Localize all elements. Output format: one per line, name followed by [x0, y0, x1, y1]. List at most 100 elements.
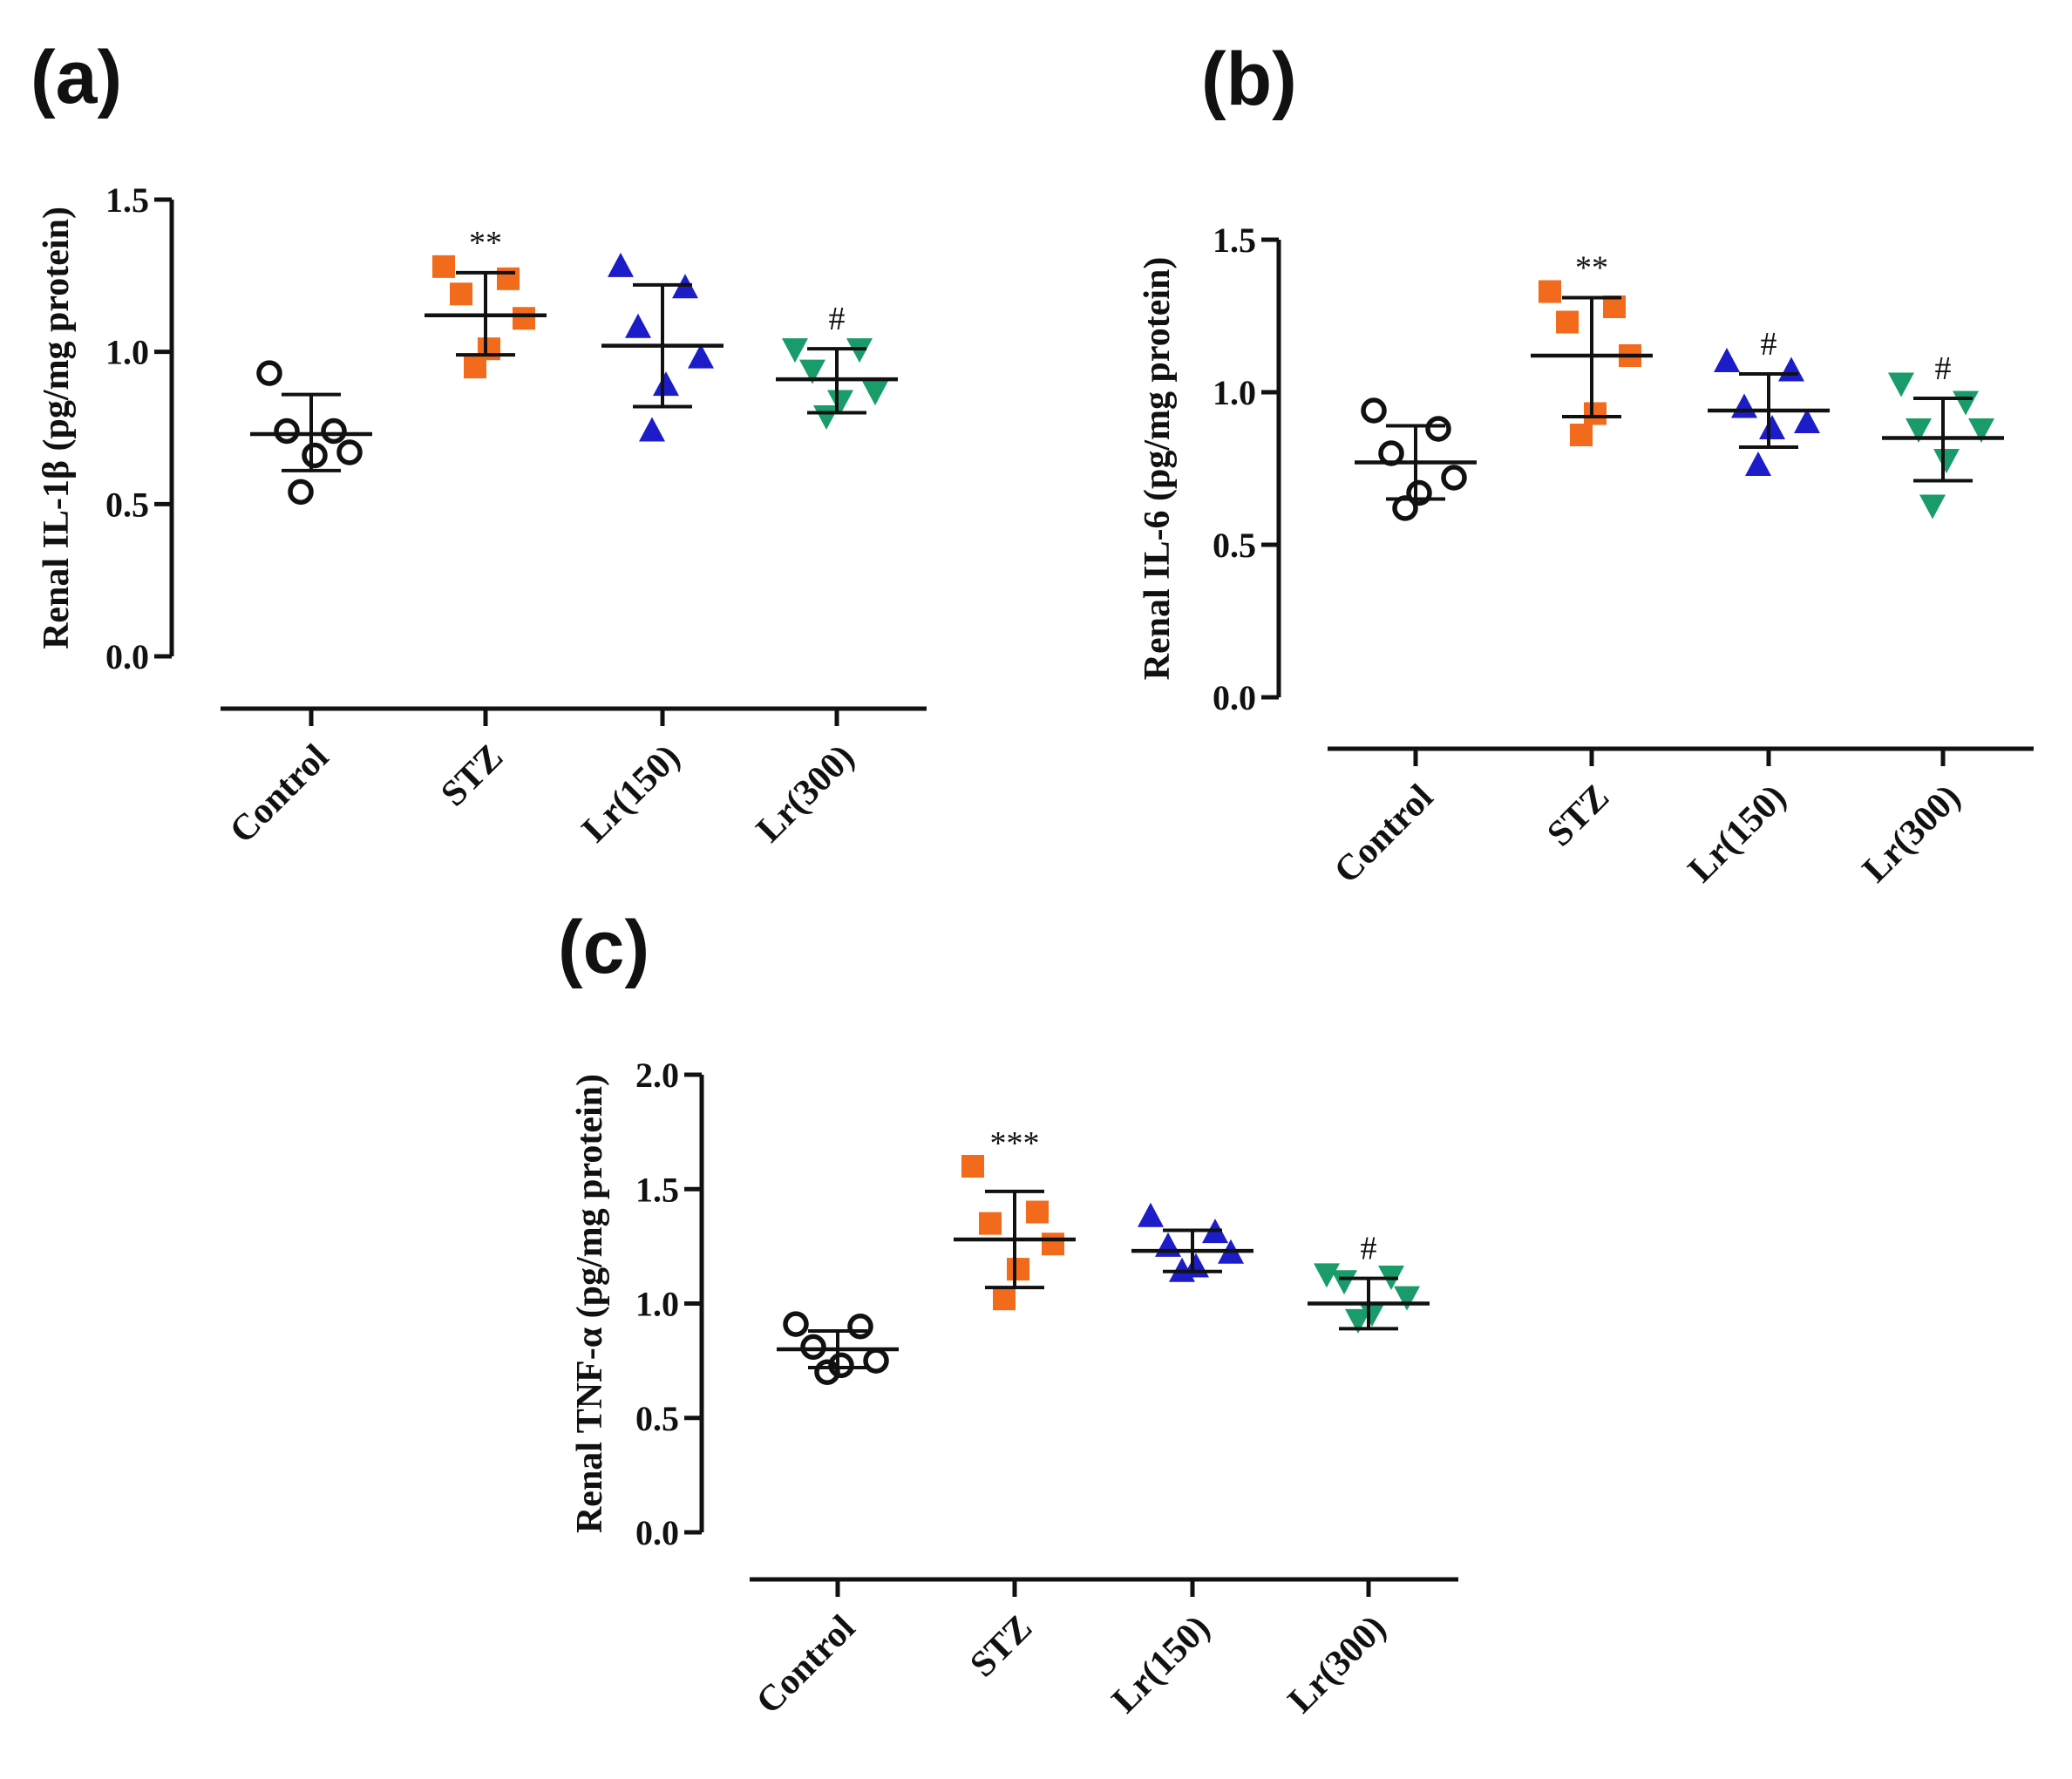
- y-tick-label: 1.5: [1213, 221, 1256, 260]
- group-0: [1355, 397, 1477, 521]
- group-1: **: [1531, 250, 1653, 446]
- data-point: [497, 267, 520, 290]
- data-point: [464, 356, 486, 379]
- data-point: [1138, 1202, 1164, 1227]
- x-category-label: Lr(150): [574, 737, 688, 851]
- y-axis-title: Renal IL-1β (pg/mg protein): [37, 207, 77, 649]
- group-2: [601, 252, 724, 442]
- data-point: [256, 360, 282, 386]
- y-tick-label: 0.5: [635, 1399, 679, 1438]
- y-tick-label: 0.5: [105, 485, 149, 524]
- x-category-label: Control: [1327, 777, 1441, 892]
- data-point: [1042, 1232, 1064, 1256]
- data-point: [828, 1352, 854, 1379]
- data-point: [800, 1334, 826, 1361]
- data-point: [1919, 494, 1946, 519]
- significance-marker: #: [1361, 1231, 1377, 1267]
- data-point: [782, 338, 808, 363]
- x-category-label: Lr(300): [749, 737, 862, 851]
- data-point: [979, 1212, 1002, 1235]
- y-tick-label: 0.0: [1213, 678, 1256, 717]
- y-tick-label: 1.0: [1213, 373, 1256, 412]
- group-0: [250, 360, 372, 506]
- x-category-label: STZ: [1539, 777, 1617, 855]
- data-point: [1933, 449, 1960, 473]
- data-point: [814, 1359, 840, 1385]
- panel-label: (c): [558, 906, 649, 989]
- data-point: [1570, 424, 1593, 446]
- data-point: [1155, 1232, 1181, 1257]
- data-point: [847, 1314, 873, 1340]
- x-category-label: Lr(300): [1281, 1608, 1394, 1721]
- group-3: #: [1308, 1231, 1430, 1334]
- group-3: #: [776, 301, 898, 431]
- y-axis-title: Renal IL-6 (pg/mg protein): [1138, 257, 1178, 681]
- data-point: [1906, 418, 1932, 443]
- group-3: #: [1882, 350, 2004, 519]
- x-category-label: STZ: [962, 1608, 1040, 1686]
- group-1: **: [425, 225, 547, 379]
- panel-a: (a) 0.0 0.5 1.0 1.5 Renal IL-1β (pg/mg protei…: [31, 36, 927, 852]
- data-point: [1026, 1200, 1049, 1224]
- panel-label: (a): [31, 36, 122, 119]
- data-point: [1359, 1302, 1385, 1327]
- y-tick-label: 0.5: [1213, 526, 1256, 565]
- data-point: [1968, 418, 1994, 443]
- data-point: [1394, 1286, 1420, 1311]
- group-1: ***: [954, 1125, 1076, 1311]
- y-tick-label: 1.5: [105, 180, 149, 220]
- data-point: [1759, 415, 1785, 439]
- x-category-label: Lr(150): [1681, 777, 1794, 891]
- data-point: [1392, 495, 1418, 521]
- significance-marker: #: [1935, 350, 1952, 387]
- data-point: [1007, 1258, 1029, 1281]
- data-point: [1331, 1270, 1357, 1295]
- data-point: [827, 390, 853, 415]
- data-point: [1361, 397, 1387, 424]
- data-point: [1406, 479, 1432, 506]
- y-tick-label: 1.0: [105, 333, 149, 372]
- data-point: [1314, 1263, 1340, 1288]
- data-point: [862, 381, 888, 406]
- data-point: [450, 282, 472, 306]
- data-point: [513, 307, 535, 330]
- group-2: #: [1708, 326, 1830, 476]
- data-point: [1778, 356, 1804, 382]
- data-point: [1556, 310, 1579, 334]
- y-tick-label: 0.0: [105, 637, 149, 676]
- data-point: [1794, 409, 1820, 433]
- x-category-label: Control: [222, 737, 336, 852]
- data-point: [1745, 452, 1771, 476]
- data-point: [639, 417, 665, 442]
- data-point: [625, 313, 651, 338]
- data-point: [274, 418, 300, 445]
- group-0: [777, 1311, 899, 1385]
- data-point: [863, 1348, 889, 1374]
- y-tick-label: 1.5: [635, 1170, 679, 1209]
- y-tick-label: 0.0: [635, 1513, 679, 1552]
- x-category-label: Lr(150): [1104, 1608, 1218, 1721]
- data-point: [302, 442, 328, 469]
- group-2: [1131, 1202, 1253, 1282]
- y-axis-title: Renal TNF-α (pg/mg protein): [570, 1074, 610, 1533]
- data-point: [1425, 416, 1451, 442]
- panel-b: (b) 0.0 0.5 1.0 1.5 Renal IL-6 (pg/mg protein…: [1138, 37, 2034, 892]
- data-point: [1953, 390, 1979, 416]
- y-tick-label: 2.0: [635, 1056, 679, 1095]
- data-point: [688, 343, 714, 369]
- data-point: [1441, 465, 1467, 491]
- data-point: [799, 359, 825, 384]
- x-category-label: Lr(300): [1855, 777, 1968, 891]
- x-category-label: STZ: [433, 737, 511, 815]
- data-point: [336, 439, 363, 465]
- data-point: [1345, 1308, 1371, 1334]
- data-point: [1888, 372, 1914, 397]
- significance-marker: **: [1575, 250, 1608, 287]
- panel-label: (b): [1201, 37, 1297, 121]
- data-point: [961, 1155, 984, 1178]
- y-tick-label: 1.0: [635, 1285, 679, 1324]
- data-point: [993, 1287, 1016, 1311]
- data-point: [653, 371, 679, 397]
- data-point: [321, 418, 347, 445]
- data-point: [1539, 280, 1561, 303]
